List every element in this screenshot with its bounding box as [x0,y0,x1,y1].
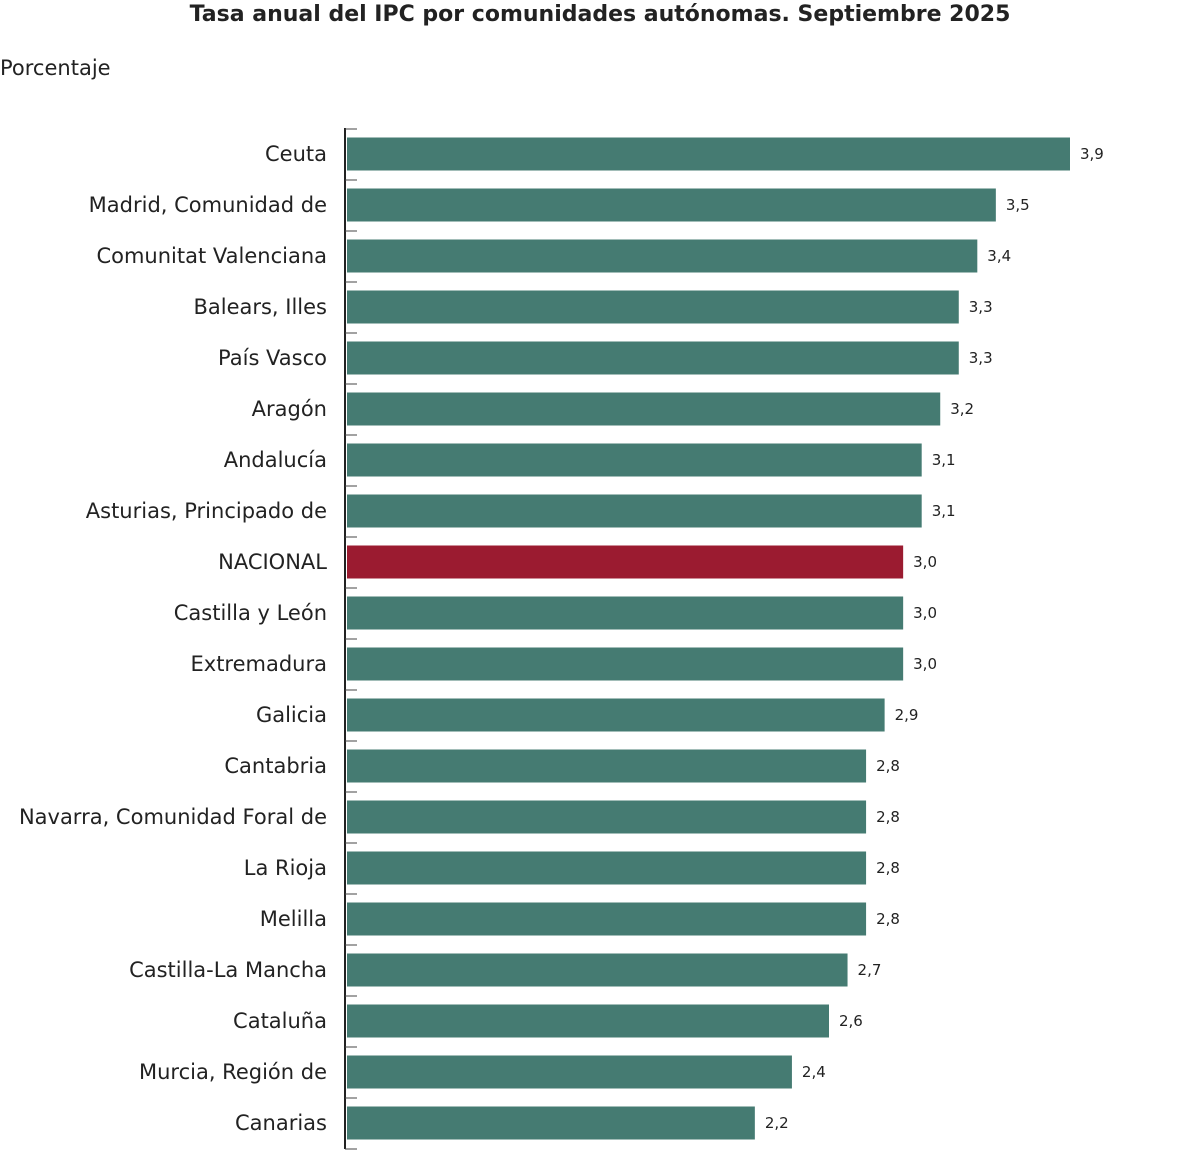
category-label: Comunitat Valenciana [96,244,327,268]
data-label: 2,8 [876,757,900,775]
category-label: Cantabria [224,754,327,778]
data-label: 2,4 [802,1063,826,1081]
data-label: 3,9 [1080,145,1104,163]
bar [347,596,904,630]
bar [347,800,867,834]
data-label: 3,3 [969,349,993,367]
data-label: 3,2 [950,400,974,418]
bar [347,1055,792,1089]
bar [347,392,941,426]
data-label: 3,0 [913,553,937,571]
category-label: Balears, Illes [193,295,327,319]
category-label: Castilla-La Mancha [129,958,327,982]
category-label: Castilla y León [174,601,327,625]
category-label: Melilla [260,907,327,931]
category-label: Asturias, Principado de [86,499,327,523]
category-label: Cataluña [233,1009,327,1033]
bar [347,953,848,987]
bar [347,239,978,273]
bar [347,749,867,783]
bar [347,188,996,222]
data-label: 2,6 [839,1012,863,1030]
data-label: 3,0 [913,655,937,673]
category-label: La Rioja [244,856,327,880]
data-label: 3,4 [987,247,1011,265]
data-label: 2,2 [765,1114,789,1132]
category-label: Andalucía [224,448,327,472]
category-label: Aragón [252,397,327,421]
category-label: Galicia [256,703,327,727]
bar [347,647,904,681]
data-label: 2,9 [895,706,919,724]
bar [347,1004,829,1038]
bar [347,494,922,528]
data-label: 2,8 [876,859,900,877]
category-label: Ceuta [265,142,327,166]
bar [347,1106,755,1140]
bar [347,443,922,477]
data-label: 3,0 [913,604,937,622]
category-label: Extremadura [191,652,328,676]
bar [347,698,885,732]
data-label: 2,7 [858,961,882,979]
data-label: 3,5 [1006,196,1030,214]
bar [347,137,1070,171]
bar [347,851,867,885]
data-label: 3,1 [932,451,956,469]
bar [347,902,867,936]
chart-title: Tasa anual del IPC por comunidades autón… [189,2,1011,27]
category-label: Madrid, Comunidad de [89,193,327,217]
bar [347,341,959,375]
category-label: NACIONAL [218,550,327,574]
category-label: Canarias [235,1111,327,1135]
data-label: 2,8 [876,808,900,826]
bar [347,545,904,579]
data-label: 2,8 [876,910,900,928]
data-label: 3,3 [969,298,993,316]
category-label: País Vasco [218,346,327,370]
bar [347,290,959,324]
data-label: 3,1 [932,502,956,520]
category-label: Navarra, Comunidad Foral de [19,805,327,829]
category-label: Murcia, Región de [139,1060,327,1084]
y-axis-label: Porcentaje [0,56,111,80]
